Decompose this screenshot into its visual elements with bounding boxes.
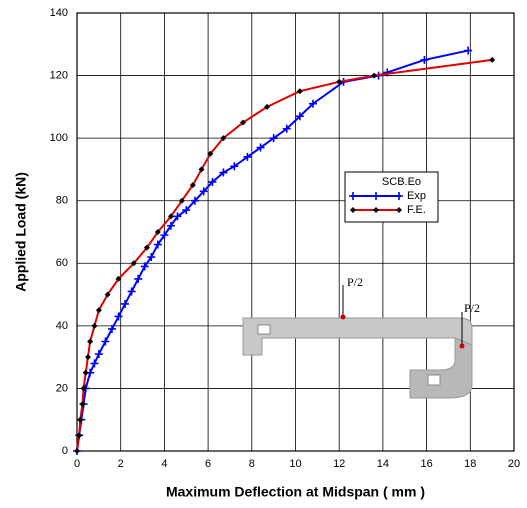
data-point [128, 287, 136, 295]
specimen-illustration: P/2 P/2 [243, 275, 480, 398]
data-point [85, 354, 91, 360]
specimen-back [243, 318, 472, 355]
data-point [91, 323, 97, 329]
y-axis-title: Applied Load (kN) [13, 172, 29, 292]
x-tick-label: 12 [333, 458, 345, 470]
annotation: P/2 [464, 301, 480, 315]
legend-label: Exp [407, 190, 426, 202]
series-line [77, 51, 468, 451]
y-tick-label: 0 [62, 445, 68, 457]
legend-title: SCB.Eo [382, 176, 421, 188]
load-point [460, 344, 465, 349]
legend: SCB.Eo Exp F.E. [345, 172, 438, 222]
x-tick-label: 2 [118, 458, 124, 470]
y-tick-label: 60 [56, 257, 68, 269]
y-tick-label: 140 [50, 7, 68, 19]
data-point [87, 339, 93, 345]
y-tick-label: 40 [56, 320, 68, 332]
x-tick-label: 16 [420, 458, 432, 470]
data-point [134, 275, 142, 283]
y-tick-label: 80 [56, 195, 68, 207]
x-tick-label: 0 [74, 458, 80, 470]
x-tick-label: 4 [161, 458, 167, 470]
annotation: P/2 [347, 275, 363, 289]
x-tick-label: 6 [205, 458, 211, 470]
x-tick-label: 18 [464, 458, 476, 470]
data-point [420, 56, 428, 64]
data-point [90, 359, 98, 367]
x-axis-title: Maximum Deflection at Midspan ( mm ) [166, 484, 425, 500]
data-point [101, 338, 109, 346]
y-tick-label: 120 [50, 69, 68, 81]
data-point [83, 370, 89, 376]
y-tick-label: 20 [56, 382, 68, 394]
data-point [95, 350, 103, 358]
x-tick-label: 10 [289, 458, 301, 470]
data-point [464, 47, 472, 55]
data-point [115, 312, 123, 320]
data-point [74, 448, 80, 454]
load-point [341, 315, 346, 320]
plot-background: 0 20 40 60 80 100 120 140 0 2 4 6 8 10 12 14 16 18 20 [50, 7, 520, 470]
data-point [489, 57, 495, 63]
notch [428, 375, 440, 385]
notch [258, 325, 270, 334]
chart: 0 20 40 60 80 100 120 140 0 2 4 6 8 10 12 14 16 18 20 P/2 … [0, 0, 527, 508]
legend-label: F.E. [407, 204, 426, 216]
data-point [121, 300, 129, 308]
x-tick-label: 8 [249, 458, 255, 470]
y-tick-label: 100 [50, 132, 68, 144]
x-tick-label: 14 [377, 458, 389, 470]
x-tick-label: 20 [508, 458, 520, 470]
